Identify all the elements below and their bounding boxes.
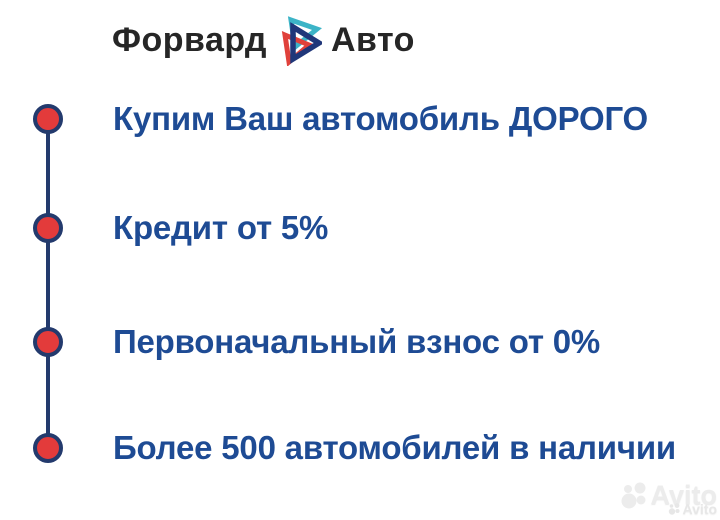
timeline-item-label: Купим Ваш автомобиль ДОРОГО	[113, 100, 648, 137]
brand-logo: Форвард Авто	[112, 14, 415, 66]
avito-watermark-main: Avito	[599, 482, 717, 509]
timeline-item-label: Более 500 автомобилей в наличии	[113, 429, 677, 466]
play-triangles-icon	[281, 16, 322, 66]
brand-name-right: Авто	[330, 21, 415, 59]
timeline-item-label: Первоначальный взнос от 0%	[113, 323, 601, 360]
timeline-item: Купим Ваш автомобиль ДОРОГО	[0, 99, 648, 139]
timeline-dot	[33, 327, 63, 357]
timeline-dot	[33, 104, 63, 134]
timeline-item: Более 500 автомобилей в наличии	[0, 428, 676, 468]
timeline-item: Кредит от 5%	[0, 208, 328, 248]
avito-logo-small-icon	[668, 503, 680, 515]
brand-name-left: Форвард	[112, 21, 267, 59]
timeline-dot	[33, 213, 63, 243]
avito-watermark-text-small: Avito	[682, 501, 717, 517]
avito-watermark-sub: Avito	[599, 502, 717, 516]
timeline-line	[46, 118, 50, 448]
timeline-item-label: Кредит от 5%	[113, 209, 329, 246]
avito-watermark: Avito Avito	[599, 482, 717, 516]
timeline-dot	[33, 433, 63, 463]
avito-watermark-text: Avito	[650, 480, 718, 510]
timeline-item: Первоначальный взнос от 0%	[0, 322, 600, 362]
avito-logo-icon	[621, 482, 645, 509]
